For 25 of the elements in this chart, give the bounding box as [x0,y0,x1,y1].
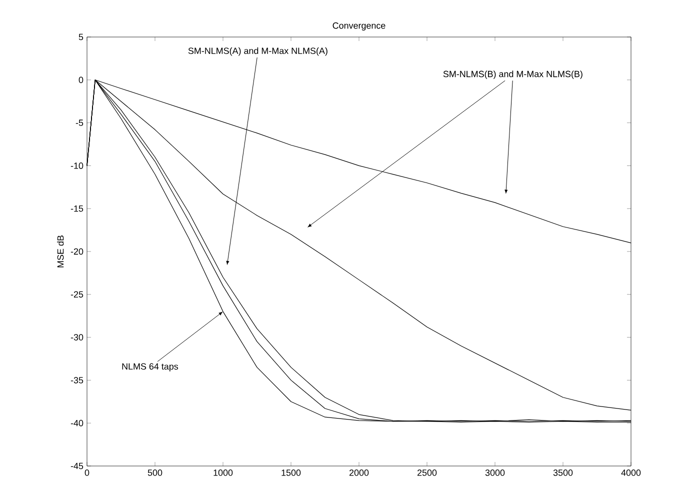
x-tick-label: 4000 [621,470,641,476]
annotation: SM-NLMS(B) and M-Max NLMS(B) [443,70,582,79]
y-tick-label: -15 [70,205,84,212]
x-tick-label: 2000 [349,470,369,476]
x-tick-label: 1000 [214,470,233,476]
y-tick-label: -45 [70,462,84,470]
y-axis-title: MSE dB [57,236,64,268]
chart-title: Convergence [332,22,386,30]
y-tick-label: -20 [70,248,84,255]
x-tick-label: 1500 [282,470,301,476]
x-tick-label: 2500 [417,470,437,476]
x-tick-label: 3500 [553,470,573,476]
x-tick-label: 500 [148,470,162,476]
y-tick-label: -35 [70,377,84,384]
y-tick-label: -25 [70,291,84,298]
x-tick-label: 0 [84,470,90,476]
y-tick-label: 0 [78,76,84,84]
annotation: NLMS 64 taps [122,363,178,372]
x-tick-label: 3000 [485,470,505,476]
y-tick-label: -30 [70,334,84,340]
y-tick-label: -40 [70,420,84,426]
y-tick-label: -5 [76,120,84,126]
y-tick-label: -10 [70,162,84,169]
annotation: SM-NLMS(A) and M-Max NLMS(A) [188,47,328,56]
y-tick-label: 5 [78,34,84,40]
